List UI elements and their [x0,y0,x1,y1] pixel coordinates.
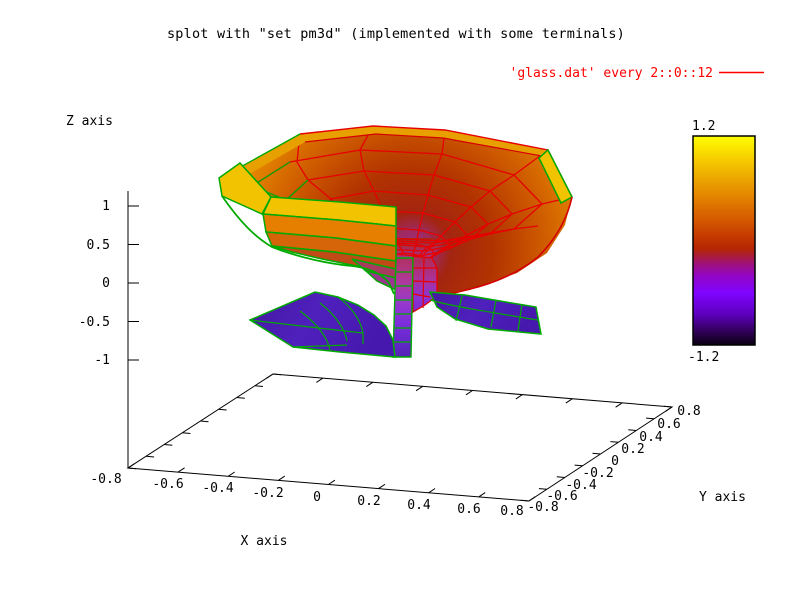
y-tick-label: 0.4 [639,430,663,445]
y-back-tick-marks [127,373,282,470]
y-tick-label: -0.8 [527,500,558,515]
x-tick-label: 0 [313,490,321,505]
y-tick-label: 0.6 [657,417,680,432]
bowl-left-silhouette [221,195,395,295]
z-axis-label: Z axis [66,114,113,129]
colorbar-max-label: 1.2 [692,119,715,134]
glass-surface [218,125,573,358]
z-tick-label: 0.5 [87,238,110,253]
z-tick-label: -0.5 [79,315,110,330]
x-tick-label: -0.2 [252,486,283,501]
x-tick-label: 0.8 [500,504,523,519]
y-axis-label: Y axis [699,490,746,505]
y-tick-label: -0.2 [582,466,613,481]
y-axis: Y axis -0.8 -0.6 -0.4 -0.2 0 0.2 0.4 0.6… [527,404,746,515]
colorbar-gradient [692,135,756,346]
right-wing-mesh [429,295,539,332]
rim-band [261,196,397,292]
x-tick-label: 0.4 [407,498,431,513]
y-tick-label: 0.8 [677,404,700,419]
rim-top-face [219,126,572,199]
x-axis-label: X axis [241,534,288,549]
z-tick-label: 0 [102,276,110,291]
colorbar-min-label: -1.2 [688,350,719,365]
z-tick-marks [128,205,139,361]
z-axis: Z axis 1 0.5 0 -0.5 -1 [66,114,113,368]
z-tick-label: 1 [102,199,110,214]
y-tick-label: -0.6 [546,489,577,504]
z-tick-label: -1 [94,353,110,368]
x-tick-label: 0.2 [357,494,380,509]
stem-right-mesh [412,256,437,309]
x-tick-label: 0.6 [457,502,480,517]
y-tick-label: 0.2 [621,442,644,457]
stem-right-column [412,255,438,314]
y-tick-label: -0.4 [565,478,596,493]
base-wings [248,291,542,358]
bowl-interior [219,126,572,296]
axis-box [126,191,674,502]
x-tick-label: -0.6 [152,477,183,492]
x-back-tick-marks [266,373,673,412]
x-tick-label: -0.8 [90,472,121,487]
stem-left-column [392,257,414,358]
rim-corner-right [538,148,573,205]
chart-title: splot with "set pm3d" (implemented with … [167,26,625,42]
x-front-tick-marks [127,463,536,502]
x-axis: X axis -0.8 -0.6 -0.4 -0.2 0 0.2 0.4 0.6… [90,472,523,549]
legend: 'glass.dat' every 2::0::12 [510,66,764,81]
x-tick-label: -0.4 [202,481,233,496]
left-wing [248,291,396,358]
colorbar: 1.2 -1.2 [688,119,756,365]
stem-left-mesh [393,271,413,343]
right-wing [428,291,542,335]
legend-label: 'glass.dat' every 2::0::12 [510,66,714,81]
y-tick-label: 0 [611,454,619,469]
stem [392,255,438,358]
y-front-tick-marks [520,405,673,502]
left-wing-mesh [249,296,364,351]
